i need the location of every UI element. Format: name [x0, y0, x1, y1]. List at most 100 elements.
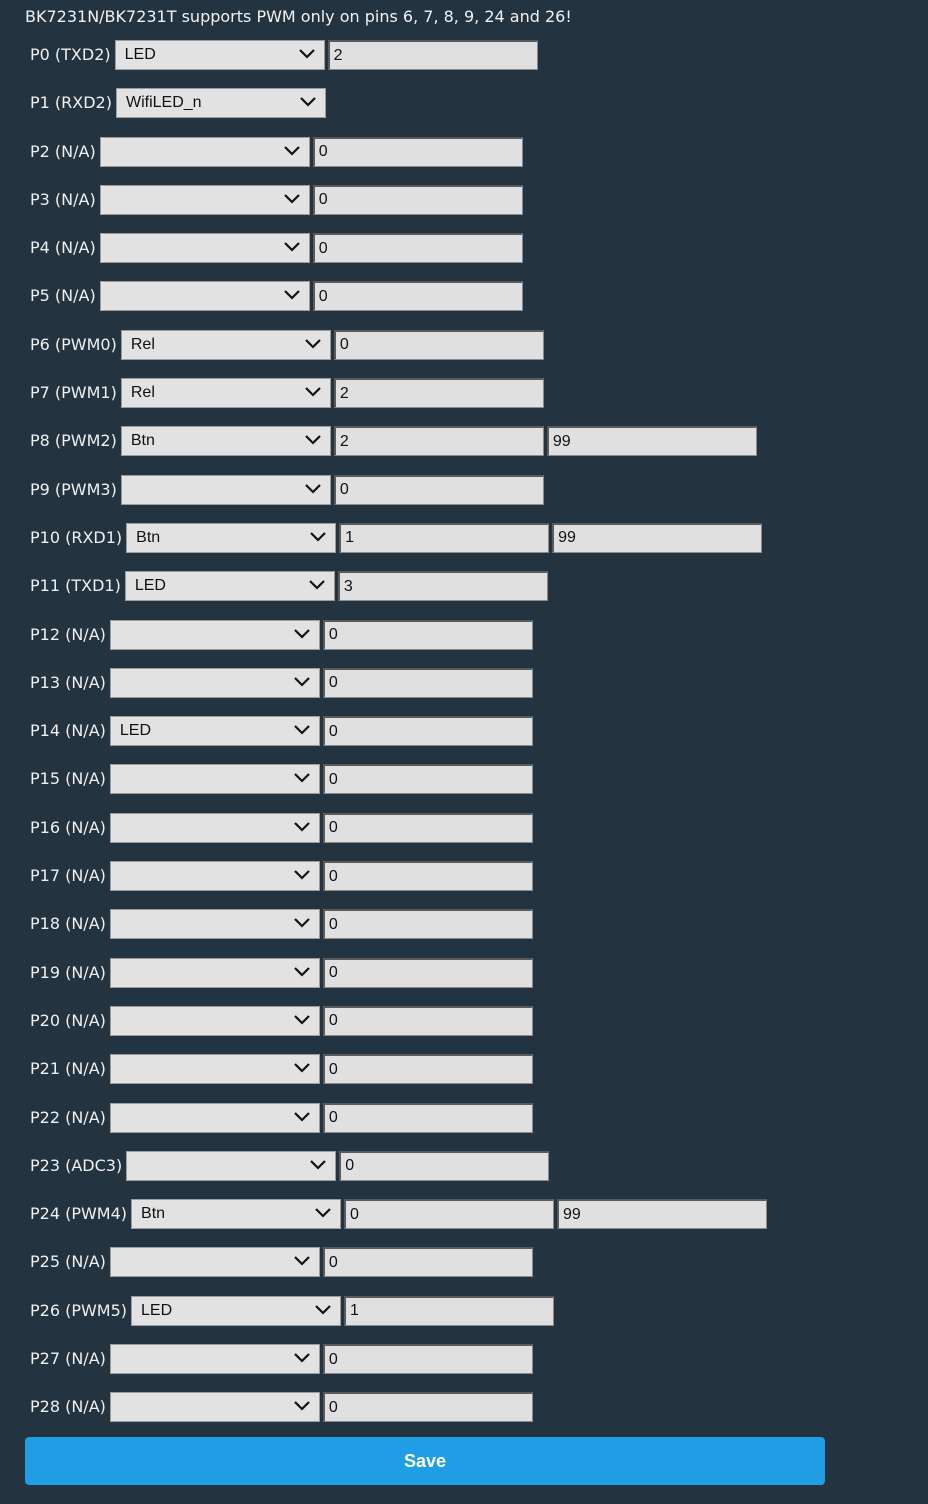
pwm-support-notice: BK7231N/BK7231T supports PWM only on pin… — [25, 7, 572, 26]
pin-extra-input[interactable] — [552, 522, 763, 553]
pin-role-select[interactable] — [109, 764, 320, 795]
pin-label: P4 (N/A) — [30, 238, 96, 258]
pin-label: P13 (N/A) — [30, 672, 106, 692]
pin-channel-input[interactable] — [322, 1102, 533, 1133]
pin-channel-input[interactable] — [344, 1295, 555, 1326]
pin-role-select[interactable] — [109, 861, 320, 892]
pin-role-select[interactable]: Btn — [131, 1199, 342, 1230]
pin-row: P26 (PWM5) LED — [30, 1295, 770, 1344]
pin-extra-input[interactable] — [546, 426, 757, 457]
pin-role-select[interactable] — [109, 1392, 320, 1423]
pin-role-select[interactable] — [109, 957, 320, 988]
pin-channel-input[interactable] — [339, 522, 550, 553]
pin-role-select[interactable] — [99, 184, 310, 215]
pin-label: P15 (N/A) — [30, 769, 106, 789]
pin-channel-input[interactable] — [322, 1054, 533, 1085]
pin-channel-input[interactable] — [322, 861, 533, 892]
pin-row: P14 (N/A) LED — [30, 716, 770, 764]
chevron-down-icon — [293, 1351, 311, 1365]
pin-role-select[interactable] — [109, 619, 320, 650]
pin-role-select[interactable] — [109, 1005, 320, 1036]
pin-channel-input[interactable] — [312, 136, 523, 167]
pin-role-value: Rel — [130, 384, 155, 402]
pin-channel-input[interactable] — [322, 619, 533, 650]
pin-row: P25 (N/A) — [30, 1247, 770, 1295]
pin-row: P0 (TXD2) LED — [30, 40, 770, 88]
pin-role-value: LED — [141, 1301, 173, 1319]
pin-role-select[interactable] — [99, 136, 310, 167]
chevron-down-icon — [293, 868, 311, 882]
pin-role-select[interactable]: Btn — [120, 426, 331, 457]
pin-role-select[interactable] — [126, 1150, 337, 1181]
pin-role-select[interactable]: LED — [131, 1295, 342, 1326]
pin-role-select[interactable]: WifiLED_n — [115, 88, 326, 119]
pin-role-select[interactable] — [109, 1344, 320, 1375]
pin-channel-input[interactable] — [322, 909, 533, 940]
pin-role-select[interactable]: LED — [124, 571, 335, 602]
chevron-down-icon — [304, 433, 322, 447]
pin-row: P3 (N/A) — [30, 184, 770, 233]
pin-channel-input[interactable] — [322, 1392, 533, 1423]
pin-channel-input[interactable] — [312, 281, 523, 312]
pin-row: P6 (PWM0) Rel — [30, 329, 770, 378]
pin-row: P27 (N/A) — [30, 1344, 770, 1392]
pin-channel-input[interactable] — [333, 474, 544, 505]
pin-channel-input[interactable] — [322, 1005, 533, 1036]
pin-row: P13 (N/A) — [30, 667, 770, 716]
chevron-down-icon — [293, 1254, 311, 1268]
pin-row: P2 (N/A) — [30, 136, 770, 185]
pin-role-select[interactable]: Rel — [120, 378, 331, 409]
chevron-down-icon — [283, 192, 301, 206]
pin-role-select[interactable] — [109, 909, 320, 940]
pin-row: P24 (PWM4) Btn — [30, 1199, 770, 1247]
pin-row: P15 (N/A) — [30, 764, 770, 812]
pin-role-value: Btn — [130, 432, 155, 450]
pin-channel-input[interactable] — [312, 184, 523, 215]
pin-row: P1 (RXD2) WifiLED_n — [30, 88, 770, 136]
pin-channel-input[interactable] — [333, 378, 544, 409]
pin-channel-input[interactable] — [333, 426, 544, 457]
pin-channel-input[interactable] — [322, 1344, 533, 1375]
pin-role-select[interactable] — [99, 233, 310, 264]
pin-role-select[interactable]: LED — [109, 716, 320, 747]
pin-row: P22 (N/A) — [30, 1102, 770, 1151]
chevron-down-icon — [293, 1061, 311, 1075]
chevron-down-icon — [293, 820, 311, 834]
chevron-down-icon — [293, 916, 311, 930]
pin-role-select[interactable] — [109, 1102, 320, 1133]
pin-role-select[interactable] — [109, 812, 320, 843]
pin-channel-input[interactable] — [322, 1247, 533, 1278]
pin-label: P8 (PWM2) — [30, 431, 117, 451]
pin-label: P18 (N/A) — [30, 914, 106, 934]
pin-role-select[interactable] — [109, 1247, 320, 1278]
pin-channel-input[interactable] — [337, 571, 548, 602]
chevron-down-icon — [314, 1206, 332, 1220]
pin-channel-input[interactable] — [322, 667, 533, 698]
pin-role-value: Btn — [136, 528, 161, 546]
pin-role-select[interactable] — [109, 1054, 320, 1085]
pin-role-select[interactable]: Rel — [120, 329, 331, 360]
pin-role-select[interactable] — [109, 667, 320, 698]
pin-channel-input[interactable] — [344, 1199, 555, 1230]
pin-role-select[interactable] — [99, 281, 310, 312]
pin-role-select[interactable]: LED — [114, 40, 325, 70]
pin-channel-input[interactable] — [333, 329, 544, 360]
pin-channel-input[interactable] — [322, 957, 533, 988]
pin-row: P17 (N/A) — [30, 861, 770, 909]
chevron-down-icon — [314, 1303, 332, 1317]
pin-channel-input[interactable] — [339, 1150, 550, 1181]
pin-channel-input[interactable] — [322, 812, 533, 843]
pin-row: P28 (N/A) — [30, 1392, 770, 1440]
pin-role-select[interactable]: Btn — [126, 522, 337, 553]
pin-channel-input[interactable] — [322, 764, 533, 795]
pin-channel-input[interactable] — [312, 233, 523, 264]
save-button[interactable]: Save — [25, 1437, 825, 1485]
pin-role-select[interactable] — [120, 474, 331, 505]
pin-label: P7 (PWM1) — [30, 383, 117, 403]
pin-extra-input[interactable] — [557, 1199, 768, 1230]
pin-role-value: Btn — [141, 1205, 166, 1223]
pin-label: P23 (ADC3) — [30, 1155, 123, 1175]
pin-channel-input[interactable] — [327, 40, 538, 70]
pin-row: P11 (TXD1) LED — [30, 571, 770, 619]
pin-channel-input[interactable] — [322, 716, 533, 747]
